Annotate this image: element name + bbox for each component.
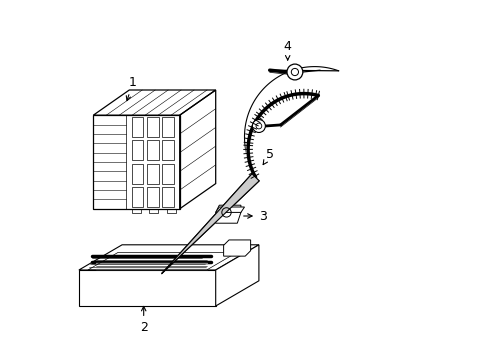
Text: 3: 3 <box>243 210 266 222</box>
Bar <box>162 187 174 207</box>
Text: 5: 5 <box>263 148 273 165</box>
Bar <box>131 164 143 184</box>
Bar <box>131 187 143 207</box>
Polygon shape <box>215 205 241 223</box>
Bar <box>132 209 141 213</box>
Bar <box>147 140 159 160</box>
Bar <box>147 187 159 207</box>
Bar <box>162 140 174 160</box>
Polygon shape <box>215 245 258 306</box>
Circle shape <box>252 120 265 132</box>
Polygon shape <box>79 270 215 306</box>
Polygon shape <box>215 207 244 212</box>
Bar <box>149 209 158 213</box>
Polygon shape <box>223 240 250 256</box>
Bar <box>162 164 174 184</box>
Bar <box>166 209 175 213</box>
Text: 1: 1 <box>126 76 137 100</box>
Circle shape <box>286 64 302 80</box>
Text: 4: 4 <box>283 40 291 60</box>
Bar <box>131 140 143 160</box>
Text: 2: 2 <box>140 306 147 334</box>
Polygon shape <box>93 90 215 115</box>
Bar <box>162 117 174 137</box>
Bar <box>131 117 143 137</box>
Polygon shape <box>162 174 259 274</box>
Bar <box>147 117 159 137</box>
Polygon shape <box>179 90 215 209</box>
Bar <box>147 164 159 184</box>
Polygon shape <box>79 245 258 270</box>
Polygon shape <box>93 115 179 209</box>
